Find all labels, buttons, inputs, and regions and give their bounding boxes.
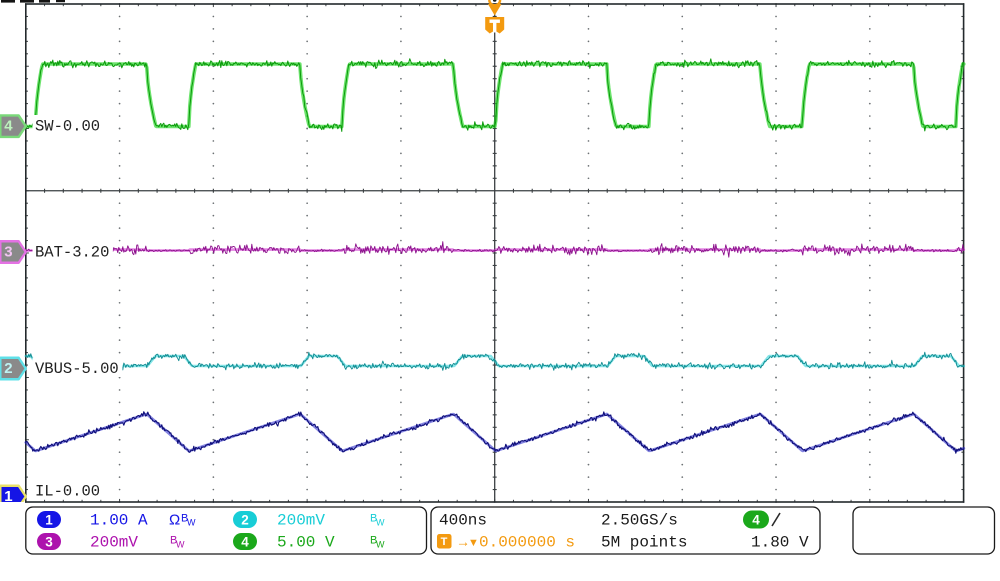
svg-text:1: 1 (45, 513, 53, 528)
svg-text:1.00 A: 1.00 A (90, 512, 148, 530)
svg-text:2.50GS/s: 2.50GS/s (601, 512, 678, 530)
svg-text:0.000000 s: 0.000000 s (479, 534, 575, 552)
svg-text:4: 4 (241, 535, 249, 550)
svg-text:2: 2 (241, 513, 249, 528)
svg-text:W: W (176, 540, 185, 550)
svg-text:5M points: 5M points (601, 534, 687, 552)
svg-text:400ns: 400ns (439, 512, 487, 530)
svg-text:T: T (441, 536, 448, 548)
svg-text:▼: ▼ (468, 537, 479, 549)
svg-text:BAT-3.20: BAT-3.20 (35, 244, 109, 262)
svg-text:5.00 V: 5.00 V (277, 534, 335, 552)
svg-text:4: 4 (752, 513, 760, 528)
svg-text:W: W (376, 518, 385, 528)
svg-text:Ω: Ω (169, 512, 180, 529)
svg-text:W: W (187, 518, 196, 528)
svg-text:VBUS-5.00: VBUS-5.00 (35, 360, 119, 378)
svg-text:W: W (376, 540, 385, 550)
svg-text:3: 3 (4, 244, 12, 261)
svg-text:3: 3 (45, 535, 53, 550)
svg-text:IL-0.00: IL-0.00 (35, 483, 100, 501)
svg-text:SW-0.00: SW-0.00 (35, 118, 100, 136)
svg-text:200mV: 200mV (90, 534, 138, 552)
svg-text:2: 2 (4, 360, 12, 377)
svg-text:4: 4 (4, 118, 13, 135)
svg-text:200mV: 200mV (277, 512, 325, 530)
svg-text:1.80 V: 1.80 V (751, 534, 809, 552)
